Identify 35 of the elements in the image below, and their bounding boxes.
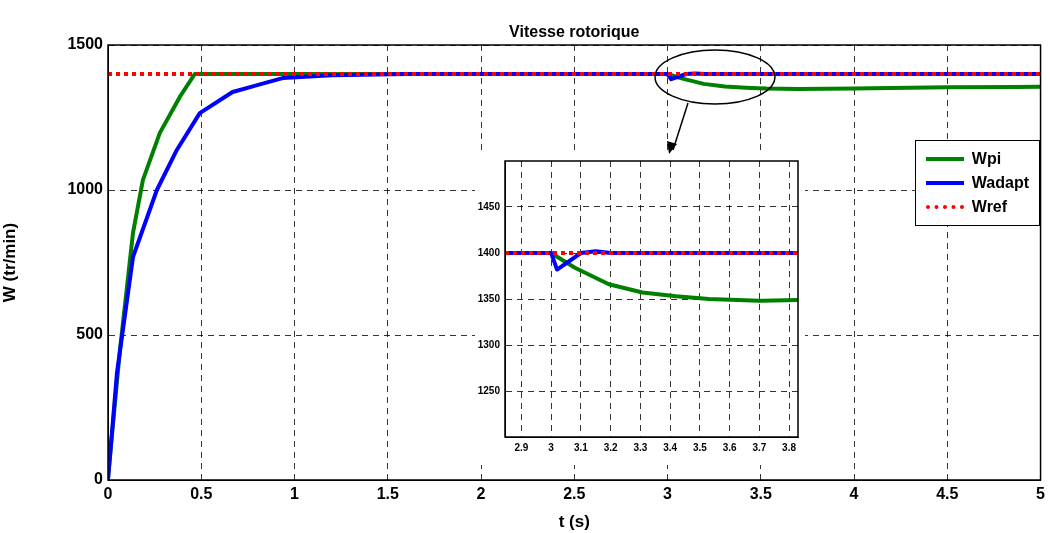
x-axis-title: t (s) <box>558 512 590 532</box>
x-tick-label: 3.6 <box>722 441 737 453</box>
x-tick-label: 3.1 <box>573 441 589 453</box>
y-tick-label: 1000 <box>67 180 104 198</box>
y-tick-label: 1350 <box>477 292 501 304</box>
y-tick-label: 1300 <box>477 338 501 350</box>
x-tick-label: 2.9 <box>514 441 529 453</box>
x-tick-label: 3.8 <box>782 441 797 453</box>
y-tick-label: 0 <box>94 470 104 488</box>
x-tick-label: 2.5 <box>563 485 586 503</box>
x-tick-label: 2 <box>476 485 486 503</box>
legend-label: Wadapt <box>971 174 1029 192</box>
x-tick-label: 3 <box>548 441 555 453</box>
y-tick-label: 1400 <box>477 246 501 258</box>
legend-label: Wpi <box>971 150 1002 168</box>
x-tick-label: 4 <box>849 485 859 503</box>
chart-title: Vitesse rotorique <box>509 23 640 41</box>
x-tick-label: 3.7 <box>752 441 767 453</box>
x-tick-label: 4.5 <box>936 485 959 503</box>
x-tick-label: 3.4 <box>663 441 678 453</box>
x-tick-label: 3 <box>663 485 673 503</box>
legend-label: Wref <box>971 198 1008 216</box>
x-tick-label: 5 <box>1036 485 1046 503</box>
x-tick-label: 3.5 <box>749 485 772 503</box>
y-tick-label: 1450 <box>477 200 501 212</box>
y-tick-label: 1250 <box>477 384 501 396</box>
y-tick-label: 1500 <box>67 35 104 53</box>
x-tick-label: 3.2 <box>603 441 618 453</box>
x-tick-label: 3.3 <box>633 441 648 453</box>
x-tick-label: 1.5 <box>376 485 399 503</box>
x-tick-label: 1 <box>290 485 300 503</box>
y-axis-title: W (tr/min) <box>0 222 19 303</box>
y-tick-label: 500 <box>76 325 104 343</box>
x-tick-label: 3.5 <box>692 441 708 453</box>
x-tick-label: 0.5 <box>190 485 213 503</box>
